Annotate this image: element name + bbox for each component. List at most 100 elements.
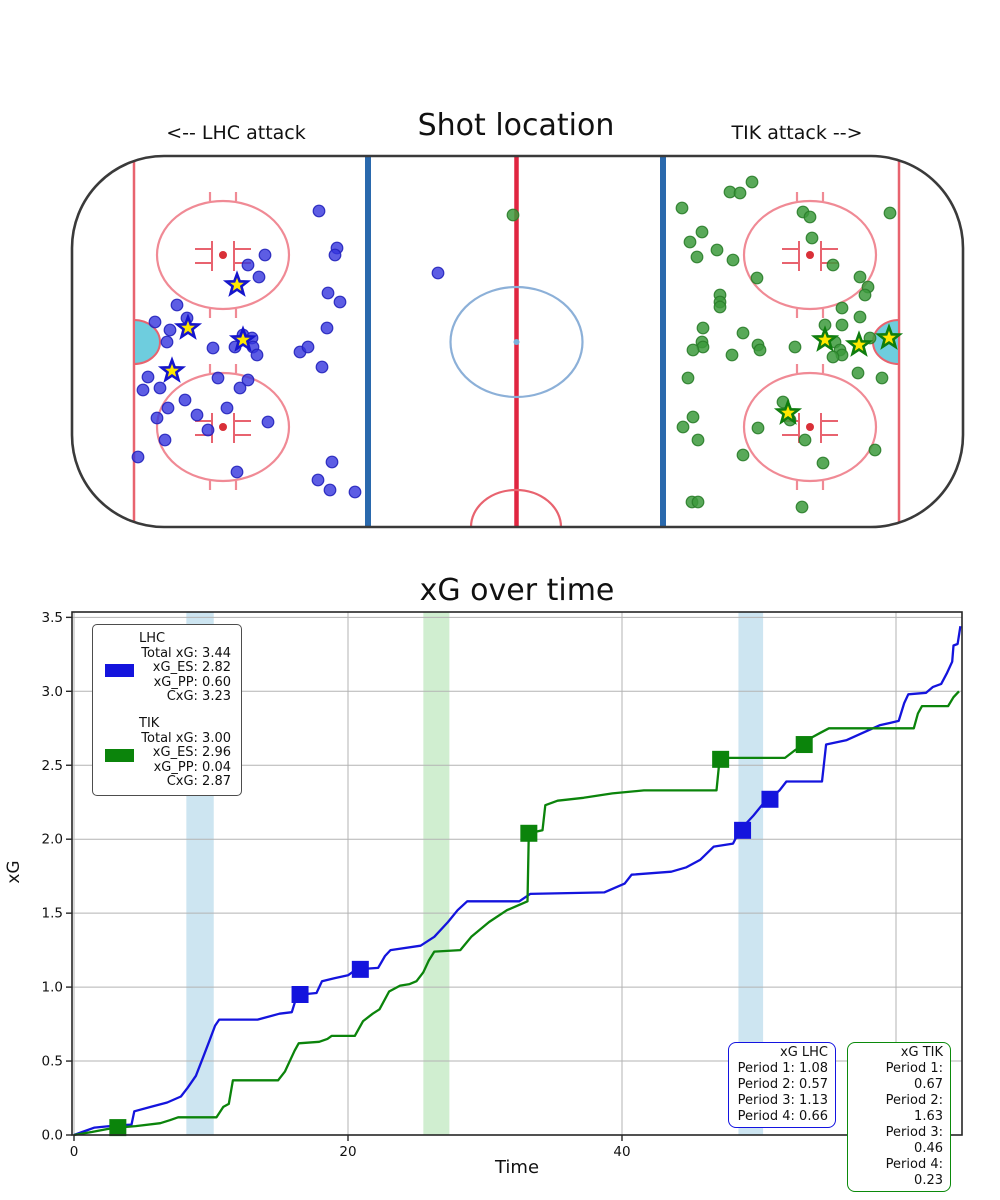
period-xg-row: Period 4: 0.66 bbox=[737, 1109, 828, 1124]
lhc-shot-dot bbox=[211, 371, 225, 385]
tik-shot-dot bbox=[695, 225, 709, 239]
y-tick-label: 3.0 bbox=[42, 684, 63, 700]
faceoff-hash-marks bbox=[782, 241, 838, 271]
goal-marker-lhc bbox=[351, 960, 369, 978]
tik-shot-dot bbox=[883, 206, 897, 220]
lhc-shots bbox=[131, 204, 445, 499]
faceoff-circle bbox=[155, 371, 291, 483]
goal-marker-lhc bbox=[761, 790, 779, 808]
tik-shot-dot bbox=[675, 201, 689, 215]
y-axis-label: xG bbox=[4, 860, 24, 884]
lhc-shot-dot bbox=[321, 286, 335, 300]
tik-shot-dot bbox=[690, 250, 704, 264]
lhc-shot-dot bbox=[431, 266, 445, 280]
lhc-shot-dot bbox=[201, 423, 215, 437]
y-tick-label: 2.5 bbox=[42, 758, 63, 774]
plot-border bbox=[71, 611, 963, 1136]
lhc-shot-dot bbox=[323, 483, 337, 497]
tik-attack-label: TIK attack --> bbox=[731, 122, 863, 144]
period-box-title: xG TIK bbox=[900, 1045, 943, 1060]
goal-marker-tik bbox=[109, 1119, 127, 1137]
lhc-shot-dot bbox=[170, 298, 184, 312]
goal-marker-tik bbox=[795, 736, 813, 754]
tik-shot-dot bbox=[696, 321, 710, 335]
period-xg-row: Period 3: 1.13 bbox=[737, 1093, 828, 1108]
tik-shot-dot bbox=[803, 210, 817, 224]
lhc-shot-dot bbox=[131, 450, 145, 464]
chart-legend: LHC Total xG: 3.44 xG_ES: 2.82 xG_PP: 0.60 C… bbox=[92, 624, 242, 796]
lhc-shot-dot bbox=[150, 411, 164, 425]
lhc-shot-dot bbox=[320, 321, 334, 335]
tik-shot-dot bbox=[788, 340, 802, 354]
x-tick-label: 40 bbox=[613, 1144, 630, 1160]
tik-shot-dot bbox=[676, 420, 690, 434]
faceoff-circle bbox=[742, 199, 878, 311]
period-box-title: xG LHC bbox=[780, 1045, 828, 1060]
tik-shot-dot bbox=[733, 186, 747, 200]
tik-shot-dot bbox=[868, 443, 882, 457]
y-tick-label: 1.5 bbox=[42, 906, 63, 922]
faceoff-outer-hashes bbox=[795, 364, 825, 490]
legend-stat-line: xG_PP: 0.04 bbox=[153, 759, 231, 775]
tik-shot-dot bbox=[826, 258, 840, 272]
lhc-shot-dot bbox=[220, 401, 234, 415]
lhc-shot-dot bbox=[315, 360, 329, 374]
referee-crease bbox=[469, 488, 563, 527]
lhc-shot-dot bbox=[241, 373, 255, 387]
tik-shot-dot bbox=[750, 271, 764, 285]
lhc-shot-dot bbox=[311, 473, 325, 487]
y-tick-label: 3.5 bbox=[42, 610, 63, 626]
lhc-shot-dot bbox=[252, 270, 266, 284]
faceoff-outer-hashes bbox=[795, 192, 825, 318]
legend-swatch-lhc bbox=[105, 664, 134, 677]
lhc-shot-dot bbox=[190, 408, 204, 422]
legend-stat-line: CxG: 2.87 bbox=[166, 774, 231, 790]
legend-team-name: TIK bbox=[139, 715, 160, 731]
period-xg-row: Period 4: 0.23 bbox=[885, 1157, 943, 1188]
tik-shot-dot bbox=[686, 343, 700, 357]
tik-shot-dot bbox=[681, 371, 695, 385]
period-xg-row: Period 1: 1.08 bbox=[737, 1061, 828, 1076]
lhc-shot-dot bbox=[312, 204, 326, 218]
tik-goal-star bbox=[874, 323, 904, 350]
lhc-shot-dot bbox=[328, 248, 342, 262]
tik-shot-dot bbox=[683, 235, 697, 249]
lhc-shot-dot bbox=[348, 485, 362, 499]
faceoff-circle bbox=[155, 199, 291, 311]
y-tick-label: 0.0 bbox=[42, 1128, 63, 1144]
tik-goal-star bbox=[810, 325, 840, 352]
lhc-shot-dot bbox=[206, 341, 220, 355]
period-xg-row: Period 1: 0.67 bbox=[885, 1061, 943, 1092]
tik-shot-dot bbox=[795, 500, 809, 514]
goal-marker-tik bbox=[712, 750, 730, 768]
tik-shot-dot bbox=[725, 348, 739, 362]
legend-entry-lhc: LHC Total xG: 3.44 xG_ES: 2.82 xG_PP: 0.60 C… bbox=[105, 631, 231, 705]
lhc-goal-star bbox=[222, 270, 252, 297]
tik-shot-dot bbox=[826, 350, 840, 364]
tik-shot-dot bbox=[506, 208, 520, 222]
lhc-shot-dot bbox=[163, 323, 177, 337]
tik-shot-dot bbox=[691, 495, 705, 509]
x-axis-label: Time bbox=[494, 1157, 540, 1178]
legend-team-name: LHC bbox=[139, 631, 166, 646]
lhc-shot-dot bbox=[333, 295, 347, 309]
faceoff-dot bbox=[219, 251, 227, 259]
tik-shot-dot bbox=[798, 433, 812, 447]
tik-goal-star bbox=[844, 330, 874, 357]
tik-shot-dot bbox=[835, 301, 849, 315]
lhc-shot-dot bbox=[230, 465, 244, 479]
tik-shot-dot bbox=[751, 421, 765, 435]
legend-stat-line: CxG: 3.23 bbox=[166, 689, 231, 705]
lhc-shot-dot bbox=[141, 370, 155, 384]
faceoff-dot bbox=[806, 251, 814, 259]
legend-stat-line: xG_PP: 0.60 bbox=[153, 674, 231, 690]
goal-crease-left bbox=[133, 318, 161, 366]
lhc-shot-dot bbox=[161, 401, 175, 415]
goal-marker-lhc bbox=[291, 985, 309, 1003]
period-xg-row: Period 2: 0.57 bbox=[737, 1077, 828, 1092]
lhc-shot-dot bbox=[250, 348, 264, 362]
tik-shot-dot bbox=[835, 318, 849, 332]
lhc-goal-star bbox=[173, 313, 203, 340]
lhc-shot-dot bbox=[325, 455, 339, 469]
